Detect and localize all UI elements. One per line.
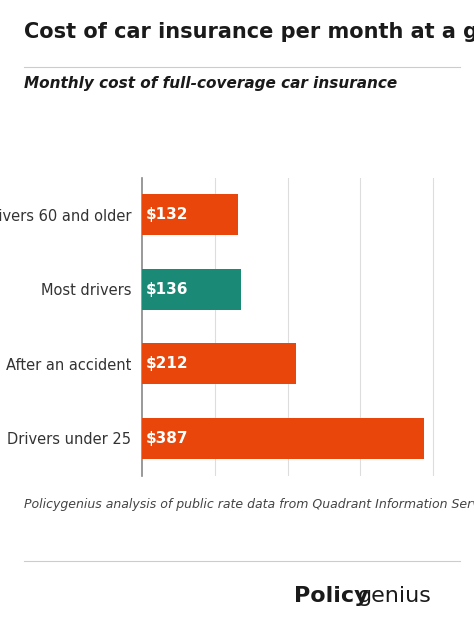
Text: $136: $136 [146, 281, 188, 297]
Text: Policy: Policy [294, 586, 368, 607]
Bar [142, 194, 238, 235]
Text: Cost of car insurance per month at a glance: Cost of car insurance per month at a gla… [24, 22, 474, 42]
Text: $132: $132 [146, 207, 188, 223]
Bar [142, 269, 241, 310]
Bar [142, 418, 424, 459]
Bar [142, 343, 296, 384]
Text: $212: $212 [146, 356, 189, 372]
Text: genius: genius [358, 586, 432, 607]
Text: $387: $387 [146, 430, 188, 446]
Text: Monthly cost of full-coverage car insurance: Monthly cost of full-coverage car insura… [24, 76, 397, 91]
Text: Policygenius analysis of public rate data from Quadrant Information Services: Policygenius analysis of public rate dat… [24, 498, 474, 511]
